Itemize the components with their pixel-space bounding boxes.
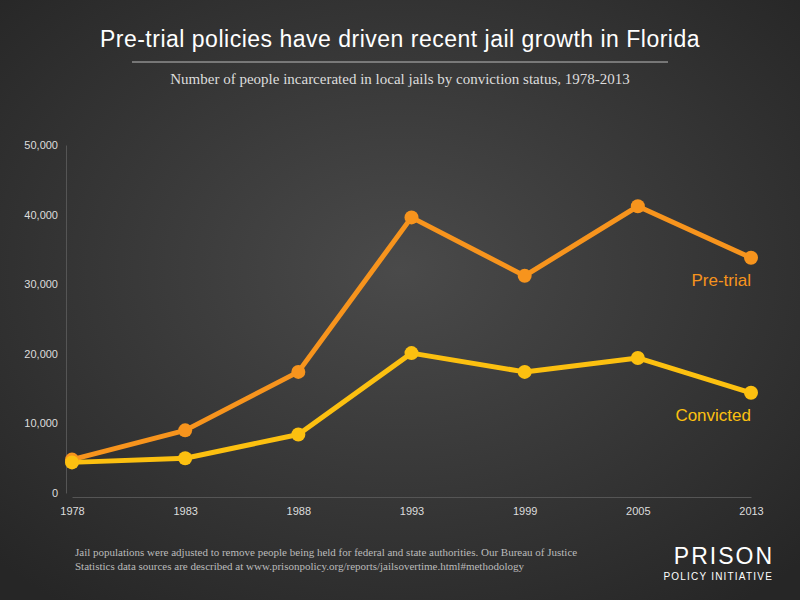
y-tick-label: 10,000 bbox=[24, 417, 58, 429]
series-point bbox=[518, 365, 532, 379]
y-tick-label: 30,000 bbox=[24, 278, 58, 290]
x-tick-label: 2005 bbox=[626, 505, 650, 517]
x-axis-line bbox=[73, 497, 752, 498]
x-tick: 1988 bbox=[287, 497, 311, 517]
series-line bbox=[72, 206, 751, 459]
y-tick: 10,000 bbox=[24, 417, 66, 429]
x-tick: 2013 bbox=[739, 497, 763, 517]
x-tick: 1993 bbox=[400, 497, 424, 517]
y-tick: 50,000 bbox=[24, 139, 66, 151]
y-tick-label: 20,000 bbox=[24, 348, 58, 360]
title-rule bbox=[132, 62, 668, 63]
y-tick: 0 bbox=[52, 487, 66, 499]
y-axis: 0 10,000 20,000 30,000 40,000 50,000 bbox=[24, 139, 66, 499]
y-axis-line bbox=[66, 146, 67, 494]
x-tick-label: 1999 bbox=[513, 505, 537, 517]
y-tick-label: 50,000 bbox=[24, 139, 58, 151]
series-point bbox=[744, 386, 758, 400]
series-point bbox=[405, 210, 419, 224]
x-tick: 2005 bbox=[626, 497, 650, 517]
series-point bbox=[405, 346, 419, 360]
series-label: Convicted bbox=[675, 406, 751, 425]
series-point bbox=[178, 423, 192, 437]
series-point bbox=[178, 451, 192, 465]
x-tick-label: 1983 bbox=[173, 505, 197, 517]
y-tick-label: 40,000 bbox=[24, 209, 58, 221]
chart-container: Pre-trial policies have driven recent ja… bbox=[0, 0, 800, 600]
series-label: Pre-trial bbox=[691, 271, 751, 290]
y-tick: 20,000 bbox=[24, 348, 66, 360]
source-note: Statistics data sources are described at… bbox=[75, 560, 524, 572]
x-tick-label: 1993 bbox=[400, 505, 424, 517]
x-tick: 1983 bbox=[173, 497, 197, 517]
x-tick: 1999 bbox=[513, 497, 537, 517]
series-point bbox=[631, 351, 645, 365]
series-point bbox=[518, 269, 532, 283]
x-axis: 1978 1983 1988 1993 1999 2005 2013 bbox=[60, 497, 763, 517]
y-tick: 30,000 bbox=[24, 278, 66, 290]
logo-sub: POLICY INITIATIVE bbox=[664, 571, 774, 582]
subtitle: Number of people incarcerated in local j… bbox=[170, 71, 629, 87]
x-tick-label: 2013 bbox=[739, 505, 763, 517]
x-tick: 1978 bbox=[60, 497, 84, 517]
series-point bbox=[291, 365, 305, 379]
x-tick-label: 1988 bbox=[287, 505, 311, 517]
plot-area bbox=[65, 199, 758, 469]
title: Pre-trial policies have driven recent ja… bbox=[100, 26, 700, 52]
source-note: Jail populations were adjusted to remove… bbox=[75, 546, 577, 558]
background bbox=[0, 0, 800, 600]
series-point bbox=[631, 199, 645, 213]
y-tick-label: 0 bbox=[52, 487, 58, 499]
chart-svg: Pre-trial policies have driven recent ja… bbox=[0, 0, 800, 600]
series-point bbox=[291, 428, 305, 442]
series-line bbox=[72, 353, 751, 462]
y-tick: 40,000 bbox=[24, 209, 66, 221]
series-point bbox=[65, 455, 79, 469]
logo-main: PRISON bbox=[674, 543, 774, 569]
series-point bbox=[744, 251, 758, 265]
x-tick-label: 1978 bbox=[60, 505, 84, 517]
